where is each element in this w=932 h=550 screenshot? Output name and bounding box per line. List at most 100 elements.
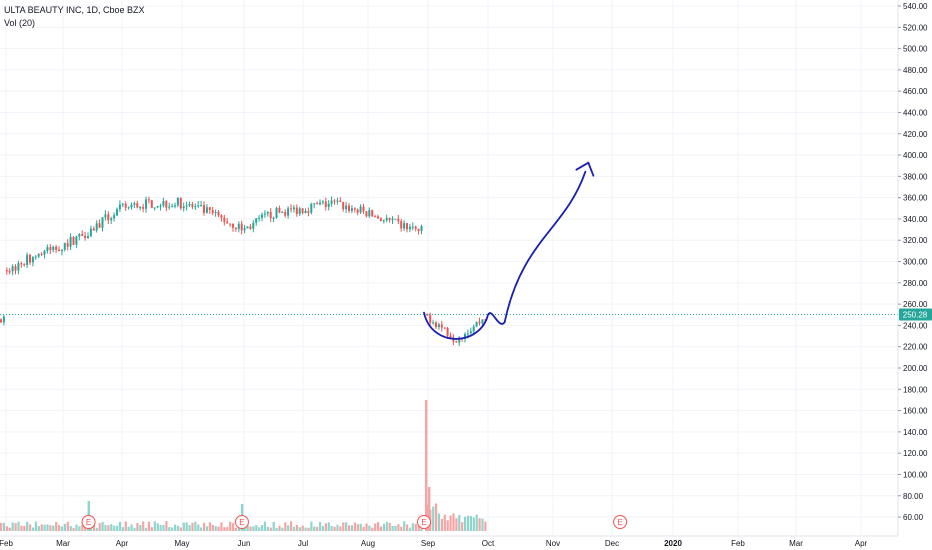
candle-body xyxy=(377,216,379,219)
candle-body xyxy=(385,218,388,221)
candle-body xyxy=(162,201,165,206)
earnings-marker[interactable]: E xyxy=(613,515,628,529)
volume-bar xyxy=(272,521,275,531)
time-tick-label: Sep xyxy=(421,539,436,548)
volume-bar xyxy=(356,524,359,531)
candle-body xyxy=(191,204,194,207)
price-tick-label: 280.00 xyxy=(903,279,928,288)
candle-body xyxy=(31,256,34,263)
candle-body xyxy=(17,263,20,271)
candle-body xyxy=(292,207,295,210)
volume-bar xyxy=(52,525,55,531)
volume-bar xyxy=(327,522,330,531)
price-tick-label: 440.00 xyxy=(903,108,928,117)
volume-bar xyxy=(147,521,151,531)
earnings-marker[interactable]: E xyxy=(417,515,431,529)
volume-bar xyxy=(237,527,240,531)
volume-bar xyxy=(428,487,431,531)
candle-body xyxy=(153,207,156,209)
candle-body xyxy=(127,207,130,209)
candle-body xyxy=(266,211,269,214)
volume-bar xyxy=(310,521,313,531)
volume-bar xyxy=(2,522,6,531)
candle-body xyxy=(200,205,203,207)
volume-bar xyxy=(118,521,122,531)
arrow-head xyxy=(575,161,595,177)
candle-body xyxy=(411,226,414,228)
volume-bar xyxy=(295,524,298,531)
candle-body xyxy=(481,319,484,324)
volume-bar xyxy=(92,522,95,531)
volume-bar xyxy=(110,524,113,531)
candle-body xyxy=(371,210,374,217)
volume-bar xyxy=(208,522,211,531)
earnings-marker-label: E xyxy=(86,518,91,527)
volume-bar xyxy=(408,527,412,531)
volume-bar xyxy=(469,516,472,531)
candle-body xyxy=(84,235,87,239)
volume-bar xyxy=(11,522,14,531)
volume-bar xyxy=(417,523,420,531)
time-axis[interactable]: Feb Mar Apr May Jun Jul Aug Sep Oct Nov Dec 2020 Feb… xyxy=(0,535,898,548)
time-tick-label: Oct xyxy=(482,539,495,548)
volume-bar xyxy=(330,526,333,531)
candle-body xyxy=(475,321,478,327)
candle-body xyxy=(429,315,432,323)
candle-body xyxy=(237,223,240,230)
candle-body xyxy=(275,207,278,218)
volume-bar xyxy=(411,523,414,531)
volume-bar xyxy=(437,513,441,531)
volume-bar xyxy=(269,527,272,531)
candle-body xyxy=(72,237,75,245)
volume-bar xyxy=(319,521,322,531)
volume-bar xyxy=(232,523,235,531)
time-tick-label: Apr xyxy=(855,539,868,548)
candle-body xyxy=(130,204,133,208)
candle-body xyxy=(5,270,8,272)
earnings-marker[interactable]: E xyxy=(81,515,96,529)
symbol-title[interactable]: ULTA BEAUTY INC, 1D, Cboe BZX xyxy=(4,5,145,15)
candle-body xyxy=(240,223,243,231)
candle-body xyxy=(176,197,179,206)
price-tick-label: 240.00 xyxy=(903,321,928,330)
candle-body xyxy=(394,218,397,220)
volume-indicator-label[interactable]: Vol (20) xyxy=(4,18,36,28)
volume-bar xyxy=(362,526,365,531)
price-tick-label: 520.00 xyxy=(903,23,928,32)
volume-bar xyxy=(258,527,261,531)
price-axis[interactable]: 540.00 520.00 500.00 480.00 460.00 440.00 420.… xyxy=(897,0,928,536)
price-tick-label: 120.00 xyxy=(903,449,928,458)
volume-bar xyxy=(139,524,142,531)
volume-bar xyxy=(449,515,452,531)
time-tick-label: Dec xyxy=(605,539,619,548)
candle-body xyxy=(443,327,446,329)
price-tick-label: 180.00 xyxy=(903,385,928,394)
volume-bar xyxy=(374,523,377,531)
earnings-marker-label: E xyxy=(239,518,244,527)
user-drawing[interactable] xyxy=(423,161,595,340)
candle-body xyxy=(220,215,223,218)
volume-bar xyxy=(246,523,249,531)
candle-body xyxy=(350,208,353,211)
volume-bar xyxy=(339,526,342,531)
volume-bar xyxy=(168,527,171,531)
volume-bar xyxy=(194,521,197,531)
volume-bar xyxy=(316,526,319,531)
candle-body xyxy=(2,316,5,323)
volume-bar xyxy=(406,524,409,531)
candle-body xyxy=(359,206,362,213)
volume-bar xyxy=(292,526,296,531)
time-tick-label: Feb xyxy=(0,539,13,548)
volume-bar xyxy=(176,525,180,531)
volume-bar xyxy=(0,522,3,531)
volume-bar xyxy=(156,523,159,531)
volume-bar xyxy=(72,527,75,531)
candle-body xyxy=(58,249,60,252)
volume-bar xyxy=(281,527,284,531)
volume-bar xyxy=(298,527,301,531)
volume-bar xyxy=(284,522,287,531)
earnings-marker[interactable]: E xyxy=(234,515,249,529)
